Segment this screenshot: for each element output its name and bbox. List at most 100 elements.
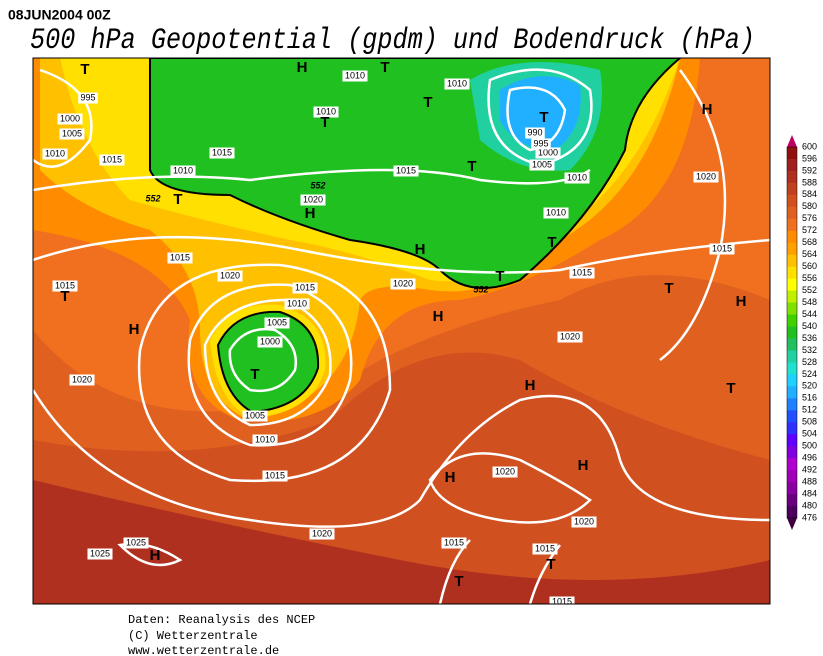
legend-band: [787, 398, 797, 411]
color-legend: 600 596 592 588 584 580 576 572 568 564 560 556 552 5…: [786, 135, 817, 530]
legend-label: 508: [802, 417, 817, 427]
footer-line: www.wetterzentrale.de: [128, 644, 279, 656]
legend-band: [787, 362, 797, 375]
date: 08JUN2004 00Z: [8, 7, 111, 23]
legend-band: [787, 182, 797, 196]
label-box: [42, 148, 68, 160]
isobar: [203, 298, 332, 427]
isobar-label: 1015: [265, 470, 285, 480]
isobar-label: 1000: [260, 336, 280, 346]
legend-band: [787, 147, 797, 160]
isobar: [487, 68, 593, 167]
label-box: [167, 252, 193, 264]
legend-band: [787, 446, 797, 459]
pressure-center: T: [726, 380, 735, 397]
legend-label: 524: [802, 369, 817, 379]
isobar-label: 1020: [303, 194, 323, 204]
legend-label: 544: [802, 309, 817, 319]
legend-arrow: [787, 135, 797, 147]
pressure-center: T: [380, 59, 389, 76]
pressure-center: H: [702, 101, 713, 118]
label-box: [342, 70, 368, 82]
legend-band: [787, 470, 797, 483]
isobar-label: 1020: [393, 278, 413, 288]
legend-label: 492: [802, 465, 817, 475]
isobar-label: 995: [80, 92, 95, 102]
pressure-center: H: [305, 205, 316, 222]
legend-label: 480: [802, 500, 817, 510]
isobar-label: 1010: [45, 148, 65, 158]
isobar-label: 1015: [170, 252, 190, 262]
contour-label: 552: [310, 180, 325, 190]
map-frame: [32, 57, 771, 605]
label-box: [393, 165, 419, 177]
label-box: [257, 336, 283, 348]
isobar-label: 1015: [102, 154, 122, 164]
contour-label: 552: [473, 284, 488, 294]
isobar: [33, 389, 770, 528]
isobar-label: 1010: [567, 172, 587, 182]
label-box: [262, 470, 288, 482]
isobar: [33, 68, 93, 168]
legend-label: 520: [802, 381, 817, 391]
isobar-label: 1000: [538, 147, 558, 157]
pressure-center: T: [495, 268, 504, 285]
label-box: [390, 278, 416, 290]
isobar-label: 1010: [447, 78, 467, 88]
isobar: [137, 263, 392, 483]
isobar-label: 1015: [396, 165, 416, 175]
pressure-center: T: [250, 366, 259, 383]
pressure-center: T: [546, 556, 555, 573]
isobar: [659, 69, 727, 361]
label-box: [292, 282, 318, 294]
pressure-center: H: [736, 293, 747, 310]
legend-label: 572: [802, 225, 817, 235]
label-box: [525, 127, 545, 139]
label-box: [535, 147, 561, 159]
label-box: [78, 92, 98, 104]
pressure-center: H: [129, 321, 140, 338]
isobar-label: 1015: [552, 596, 572, 606]
isobar-label: 1020: [560, 331, 580, 341]
legend-label: 484: [802, 488, 817, 498]
legend-label: 512: [802, 405, 817, 415]
legend-band: [787, 422, 797, 435]
isobar-label: 1005: [245, 410, 265, 420]
isobar: [33, 168, 591, 192]
pressure-center: H: [433, 308, 444, 325]
legend-label: 528: [802, 357, 817, 367]
legend-band: [787, 374, 797, 387]
isobar-label: 1010: [173, 165, 193, 175]
isobar: [428, 452, 592, 524]
label-box: [87, 548, 113, 560]
legend-label: 536: [802, 333, 817, 343]
label-box: [264, 317, 290, 329]
isobars: [33, 68, 770, 604]
label-box: [441, 537, 467, 549]
isobar-label: 1015: [572, 267, 592, 277]
legend-label: 540: [802, 321, 817, 331]
field: [500, 76, 581, 150]
legend-band: [787, 338, 797, 351]
label-box: [252, 434, 278, 446]
label-box: [52, 280, 78, 292]
legend-band: [787, 290, 797, 304]
contour-label: 552: [145, 193, 160, 203]
legend-band: [787, 302, 797, 316]
footer-line: (C) Wetterzentrale: [128, 629, 258, 643]
legend-label: 568: [802, 237, 817, 247]
pressure-center: T: [454, 573, 463, 590]
isobar-label: 1020: [72, 374, 92, 384]
legend-label: 476: [802, 512, 817, 522]
isobar-label: 1020: [495, 466, 515, 476]
legend-band: [787, 386, 797, 399]
isobar-label: 1020: [696, 171, 716, 181]
pressure-center: H: [445, 469, 456, 486]
label-box: [309, 528, 335, 540]
isobar-label: 1010: [287, 298, 307, 308]
label-box: [529, 159, 555, 171]
isobar: [187, 283, 353, 447]
label-box: [564, 172, 590, 184]
legend-label: 576: [802, 213, 817, 223]
